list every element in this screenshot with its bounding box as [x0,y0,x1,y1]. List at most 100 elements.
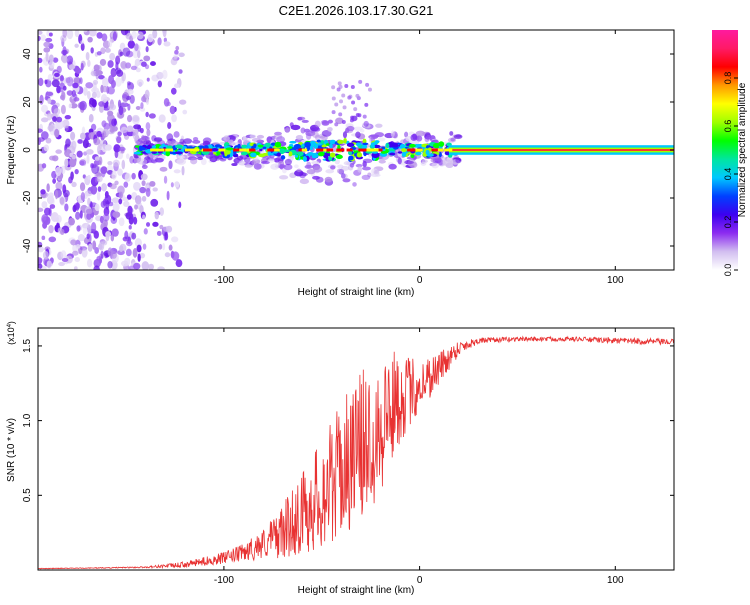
snr-multiplier: (x104) [6,321,16,345]
heatmap-cell [79,132,86,140]
heatmap-cell [179,138,185,145]
heatmap-cell [231,162,238,167]
heatmap-cell [104,47,111,53]
heatmap-cell [93,64,100,72]
heatmap-cell [356,152,363,158]
heatmap-cell [223,149,231,155]
snr-y-label: SNR (10 * v/v) [6,418,17,482]
heatmap-cell [339,99,344,104]
heatmap-cell [101,182,107,192]
heatmap-cell [72,82,79,89]
heatmap-cell [336,148,345,152]
heatmap-cell [311,161,320,165]
heatmap-cell [47,112,52,121]
heatmap-cell [85,51,90,61]
heatmap-cell [152,187,158,192]
heatmap-cell [404,160,414,165]
heatmap-cell [365,82,370,87]
heatmap-cell [90,162,94,169]
heatmap-cell [95,70,103,76]
heatmap-cell [274,148,280,152]
spectrogram-y-tick-label: -40 [22,238,33,253]
heatmap-cell [237,143,241,150]
heatmap-cell [304,141,311,148]
heatmap-cell [317,151,325,157]
heatmap-cell [171,236,179,243]
heatmap-cell [415,130,426,137]
heatmap-cell [99,215,104,224]
heatmap-cell [61,257,69,263]
heatmap-cell [98,257,102,264]
heatmap-cell [216,151,221,156]
heatmap-cell [170,182,174,188]
colorbar-tick-label: 0.8 [723,72,733,85]
heatmap-cell [290,124,301,131]
heatmap-cell [79,159,87,166]
heatmap-cell [99,58,107,66]
heatmap-cell [59,196,65,205]
heatmap-cell [43,41,51,48]
heatmap-cell [96,130,102,137]
heatmap-cell [311,131,319,138]
heatmap-cell [300,172,308,177]
heatmap-cell [150,148,156,152]
heatmap-cell [102,77,109,88]
heatmap-cell [127,81,131,86]
heatmap-cell [202,137,212,145]
heatmap-cell [166,190,170,201]
heatmap-cell [47,73,53,81]
heatmap-cell [193,148,200,152]
heatmap-cell [93,265,100,270]
heatmap-cell [82,138,89,149]
heatmap-cell [97,186,102,192]
heatmap-cell [41,214,49,225]
heatmap-cell [253,143,257,149]
heatmap-cell [133,262,141,270]
heatmap-cell [141,164,148,170]
heatmap-cell [101,85,108,93]
snr-y-tick-label: 0.5 [22,488,33,502]
heatmap-cell [321,120,330,126]
heatmap-cell [159,224,164,230]
heatmap-cell [71,154,77,160]
heatmap-cell [41,235,46,241]
heatmap-cell [175,45,180,51]
heatmap-cell [74,169,79,175]
heatmap-cell [404,131,409,138]
heatmap-cell [131,114,140,122]
heatmap-cell [111,228,119,237]
heatmap-cell [147,33,154,43]
heatmap-cell [136,31,144,40]
heatmap-cell [389,152,396,156]
heatmap-cell [117,168,123,176]
heatmap-cell [86,90,91,100]
heatmap-cell [131,232,137,240]
heatmap-cell [165,225,173,233]
heatmap-cell [148,113,156,119]
heatmap-cell [72,250,79,256]
heatmap-cell [167,121,172,129]
heatmap-cell [268,148,279,152]
heatmap-cell [171,140,179,146]
heatmap-cell [181,165,185,176]
heatmap-cell [62,189,70,198]
heatmap-cell [325,143,330,146]
heatmap-cell [169,105,176,115]
heatmap-cell [56,65,62,74]
heatmap-cell [80,192,86,201]
heatmap-cell [109,124,115,133]
heatmap-cell [83,86,88,96]
heatmap-cell [110,70,117,77]
heatmap-cell [341,119,346,124]
heatmap-cell [75,67,82,74]
heatmap-cell [119,51,124,57]
heatmap-cell [432,157,441,162]
heatmap-cell [93,230,99,239]
heatmap-cell [289,140,297,144]
heatmap-cell [139,186,147,194]
heatmap-cell [112,211,121,218]
heatmap-cell [68,103,73,109]
heatmap-cell [134,43,139,52]
heatmap-cell [438,141,445,147]
heatmap-cell [77,139,83,144]
